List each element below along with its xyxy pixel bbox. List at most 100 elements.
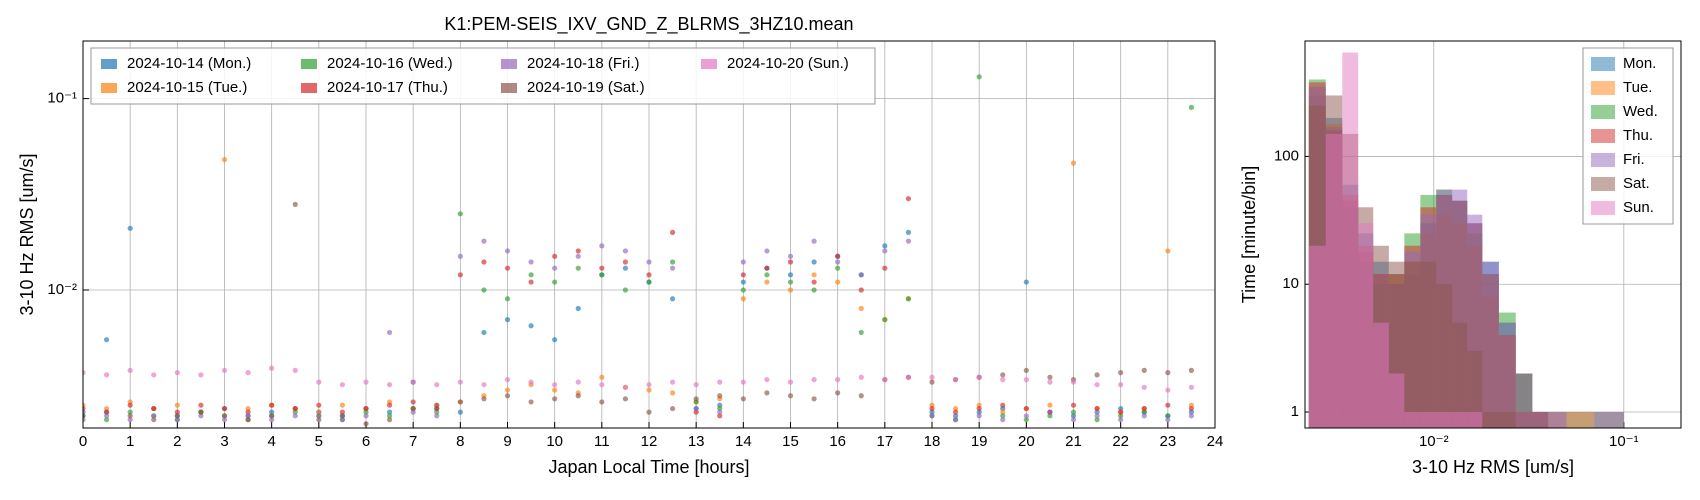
point [811,238,817,244]
legend-marker [301,59,317,69]
point [316,413,322,419]
point [669,405,676,412]
point [339,382,346,388]
point [127,225,133,231]
point [481,382,487,388]
point [1094,417,1100,423]
x-axis-label: Japan Local Time [hours] [548,457,749,477]
x-tick-label: 20 [1018,433,1035,450]
y-tick-label: 10⁻¹ [47,90,77,107]
point [151,417,157,423]
point [1118,409,1124,415]
point [740,379,746,385]
point [622,248,629,254]
point [552,279,558,285]
point [787,279,794,285]
point [245,417,251,423]
legend-marker [101,83,117,93]
x-tick-label: 18 [924,433,941,450]
point [882,317,888,323]
point [835,253,841,259]
point [504,377,511,383]
point [811,377,817,383]
point [669,265,676,271]
point [174,417,180,423]
point [669,229,676,235]
hist-bar [1358,223,1374,428]
point [646,387,652,393]
point [410,405,416,412]
point [174,370,180,376]
point [127,417,133,423]
point [103,372,110,378]
point [1118,370,1124,376]
point [292,201,298,208]
legend-marker [501,83,517,93]
legend-label: Mon. [1623,55,1656,72]
point [269,413,275,419]
plot-area [83,74,1195,427]
point [1023,279,1029,285]
legend-label: 2024-10-18 (Fri.) [527,55,640,72]
point [1188,367,1195,373]
point [646,382,652,388]
point [174,413,180,419]
point [552,382,558,388]
point [151,405,157,412]
point [316,402,322,408]
x-tick-label: 5 [315,433,323,450]
point [1094,413,1100,419]
hist-bar [1467,412,1483,428]
point [127,367,133,373]
point [787,393,794,399]
x-tick-label: 10 [546,433,563,450]
legend-box [90,47,876,105]
hist-bar [1342,52,1359,428]
x-tick-label: 8 [456,433,464,450]
point [811,279,817,285]
hist-bar [1452,412,1468,428]
point [764,248,770,254]
point [528,259,534,265]
point [622,287,629,293]
point [669,379,676,385]
point [151,413,157,419]
legend-label: 2024-10-20 (Sun.) [727,55,849,72]
point [269,417,275,423]
point [740,296,746,302]
point [127,402,133,408]
point [1141,413,1147,419]
point [599,265,605,271]
point [1047,409,1053,415]
point [528,399,534,405]
point [717,379,723,385]
x-tick-label: 13 [688,433,705,450]
legend-marker [101,59,117,69]
point [1188,413,1195,419]
x-tick-label: 14 [735,433,752,450]
point [811,287,817,293]
point [434,402,440,408]
point [386,329,393,336]
y-axis-label: Time [minute/bin] [1239,166,1259,303]
point [575,253,581,259]
point [976,374,982,380]
point [575,305,581,312]
point [905,296,912,302]
point [410,399,416,405]
point [481,287,487,293]
point [1118,413,1124,419]
hist-bar [1420,412,1437,428]
point [858,393,864,399]
point [1165,402,1171,408]
point [976,413,982,419]
legend-marker [1591,81,1615,95]
point [504,393,511,399]
point [1000,372,1006,378]
point [552,253,558,259]
hist-bar [1498,412,1516,428]
point [764,265,770,271]
x-tick-label: 17 [876,433,893,450]
point [457,272,463,278]
point [764,377,770,383]
